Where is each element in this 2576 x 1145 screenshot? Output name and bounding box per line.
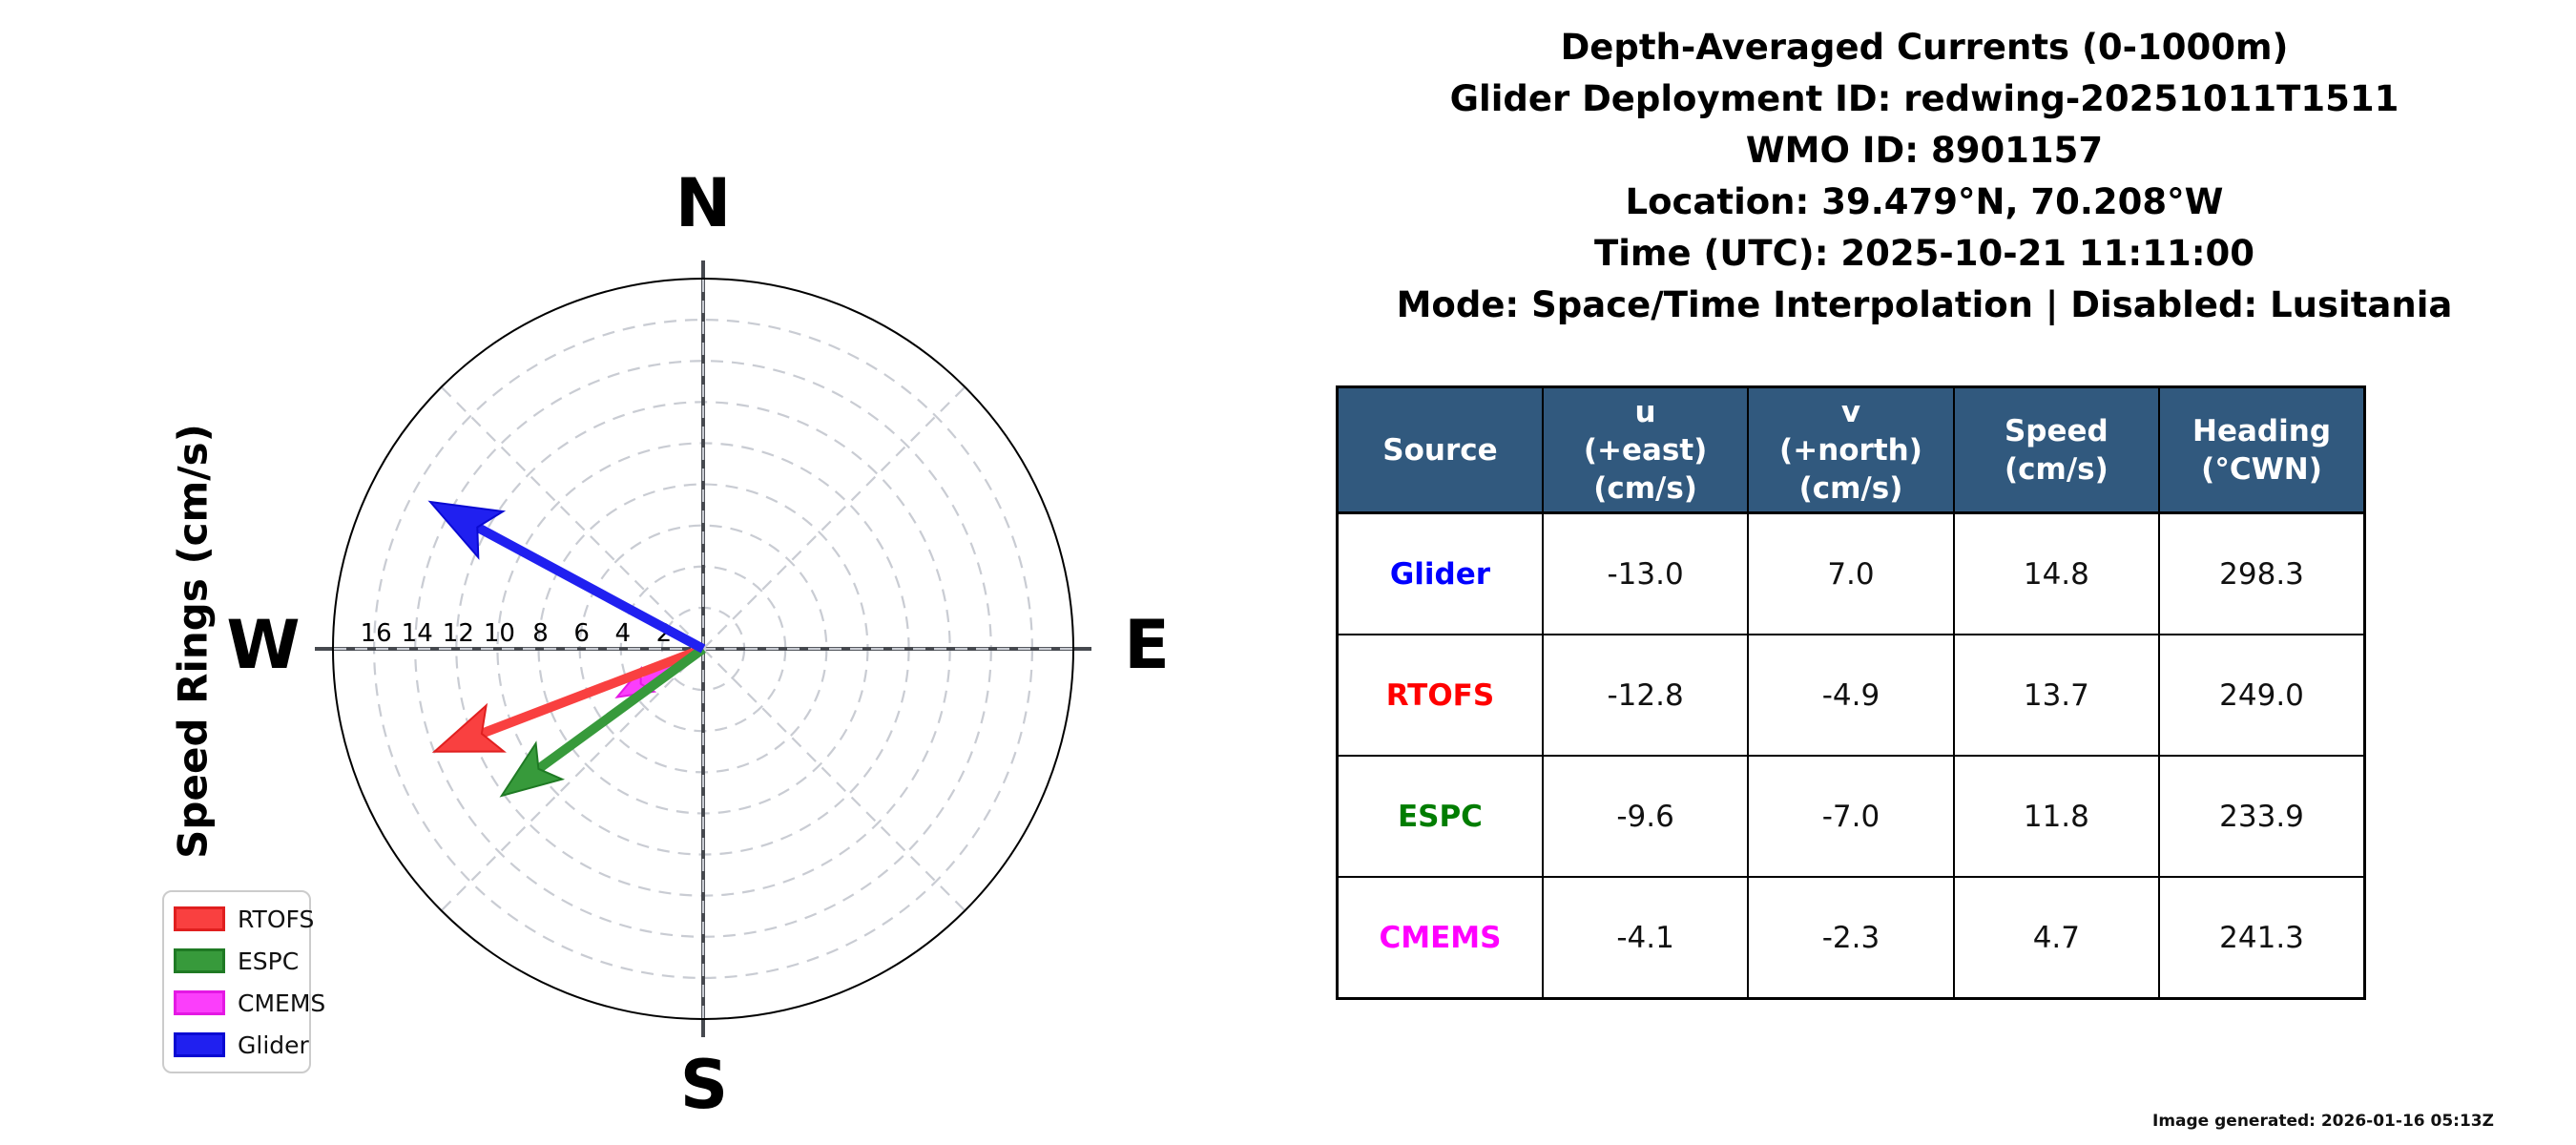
vector-shaft-glider xyxy=(474,523,706,654)
table-header-cell-0: Source xyxy=(1336,385,1544,514)
table-header-row: Source u (+east) (cm/s) v (+north) (cm/s) S… xyxy=(1336,385,2366,514)
title-line-main: Depth-Averaged Currents (0-1000m) xyxy=(1560,27,2289,68)
currents-table-header: Source u (+east) (cm/s) v (+north) (cm/s) S… xyxy=(1336,385,2366,514)
vector-shaft-rtofs xyxy=(480,644,705,739)
vector-head-rtofs xyxy=(431,702,507,753)
v-cell: 7.0 xyxy=(1747,511,1955,635)
radial-guide xyxy=(702,385,966,650)
legend-label-cmems: CMEMS xyxy=(238,989,326,1017)
ring-label: 6 xyxy=(573,619,590,648)
source-cell: RTOFS xyxy=(1336,634,1544,757)
vector-shaft-espc xyxy=(535,644,706,773)
table-header-cell-4: Heading (°CWN) xyxy=(2158,385,2366,514)
v-cell: -2.3 xyxy=(1747,876,1955,1000)
table-row-espc: ESPC -9.6 -7.0 11.8 233.9 xyxy=(1336,755,2366,878)
ring-label: 10 xyxy=(484,619,515,648)
table-header-cell-1: u (+east) (cm/s) xyxy=(1541,385,1750,514)
legend-label-espc: ESPC xyxy=(238,947,300,975)
legend-label-glider: Glider xyxy=(238,1030,309,1059)
legend-swatch-cmems xyxy=(174,990,225,1015)
ring-label: 4 xyxy=(615,619,632,648)
radial-guide xyxy=(440,648,704,912)
title-line-mode: Mode: Space/Time Interpolation | Disable… xyxy=(1396,284,2453,325)
u-cell: -9.6 xyxy=(1541,755,1750,878)
title-line-location: Location: 39.479°N, 70.208°W xyxy=(1625,181,2224,222)
compass-label-west: W xyxy=(226,606,300,684)
table-header-cell-3: Speed (cm/s) xyxy=(1952,385,2161,514)
legend-swatch-glider xyxy=(174,1032,225,1057)
speed-cell: 11.8 xyxy=(1952,755,2161,878)
ring-label: 12 xyxy=(443,619,474,648)
figure-title-block: Depth-Averaged Currents (0-1000m) Glider… xyxy=(1288,22,2561,331)
v-cell: -7.0 xyxy=(1747,755,1955,878)
legend-item-rtofs: RTOFS xyxy=(174,906,314,933)
title-line-time: Time (UTC): 2025-10-21 11:11:00 xyxy=(1594,233,2254,274)
legend-item-cmems: CMEMS xyxy=(174,989,325,1017)
legend-swatch-rtofs xyxy=(174,906,225,931)
chart-legend: RTOFS ESPC CMEMS Glider xyxy=(162,890,325,1073)
radial-guide xyxy=(702,648,966,912)
table-row-cmems: CMEMS -4.1 -2.3 4.7 241.3 xyxy=(1336,876,2366,1000)
ring-label: 16 xyxy=(361,619,392,648)
speed-cell: 14.8 xyxy=(1952,511,2161,635)
title-line-wmo: WMO ID: 8901157 xyxy=(1745,130,2104,171)
legend-item-glider: Glider xyxy=(174,1031,309,1059)
legend-label-rtofs: RTOFS xyxy=(238,905,315,933)
speed-rings-axis-label: Speed Rings (cm/s) xyxy=(170,424,217,859)
outer-ring xyxy=(332,278,1074,1020)
u-cell: -13.0 xyxy=(1541,511,1750,635)
v-cell: -4.9 xyxy=(1747,634,1955,757)
legend-swatch-espc xyxy=(174,948,225,973)
source-cell: CMEMS xyxy=(1336,876,1544,1000)
title-line-deployment: Glider Deployment ID: redwing-20251011T1… xyxy=(1449,78,2399,119)
source-cell: ESPC xyxy=(1336,755,1544,878)
currents-table: Source u (+east) (cm/s) v (+north) (cm/s) S… xyxy=(1336,385,2366,1000)
compass-label-east: E xyxy=(1124,606,1170,684)
heading-cell: 298.3 xyxy=(2158,511,2366,635)
generated-timestamp: Image generated: 2026-01-16 05:13Z xyxy=(2152,1112,2494,1131)
speed-cell: 13.7 xyxy=(1952,634,2161,757)
heading-cell: 249.0 xyxy=(2158,634,2366,757)
table-row-rtofs: RTOFS -12.8 -4.9 13.7 249.0 xyxy=(1336,634,2366,757)
table-header-cell-2: v (+north) (cm/s) xyxy=(1747,385,1955,514)
source-cell: Glider xyxy=(1336,511,1544,635)
compass-label-north: N xyxy=(675,164,732,242)
currents-table-body: Glider -13.0 7.0 14.8 298.3 RTOFS -12.8 -4.9 13.… xyxy=(1336,511,2366,1000)
vector-head-espc xyxy=(499,740,566,798)
vector-head-glider xyxy=(427,500,507,560)
table-row-glider: Glider -13.0 7.0 14.8 298.3 xyxy=(1336,511,2366,635)
u-cell: -4.1 xyxy=(1541,876,1750,1000)
legend-item-espc: ESPC xyxy=(174,947,305,975)
u-cell: -12.8 xyxy=(1541,634,1750,757)
heading-cell: 233.9 xyxy=(2158,755,2366,878)
compass-label-south: S xyxy=(680,1046,728,1124)
speed-cell: 4.7 xyxy=(1952,876,2161,1000)
ring-label: 14 xyxy=(402,619,433,648)
heading-cell: 241.3 xyxy=(2158,876,2366,1000)
ring-label: 8 xyxy=(532,619,549,648)
